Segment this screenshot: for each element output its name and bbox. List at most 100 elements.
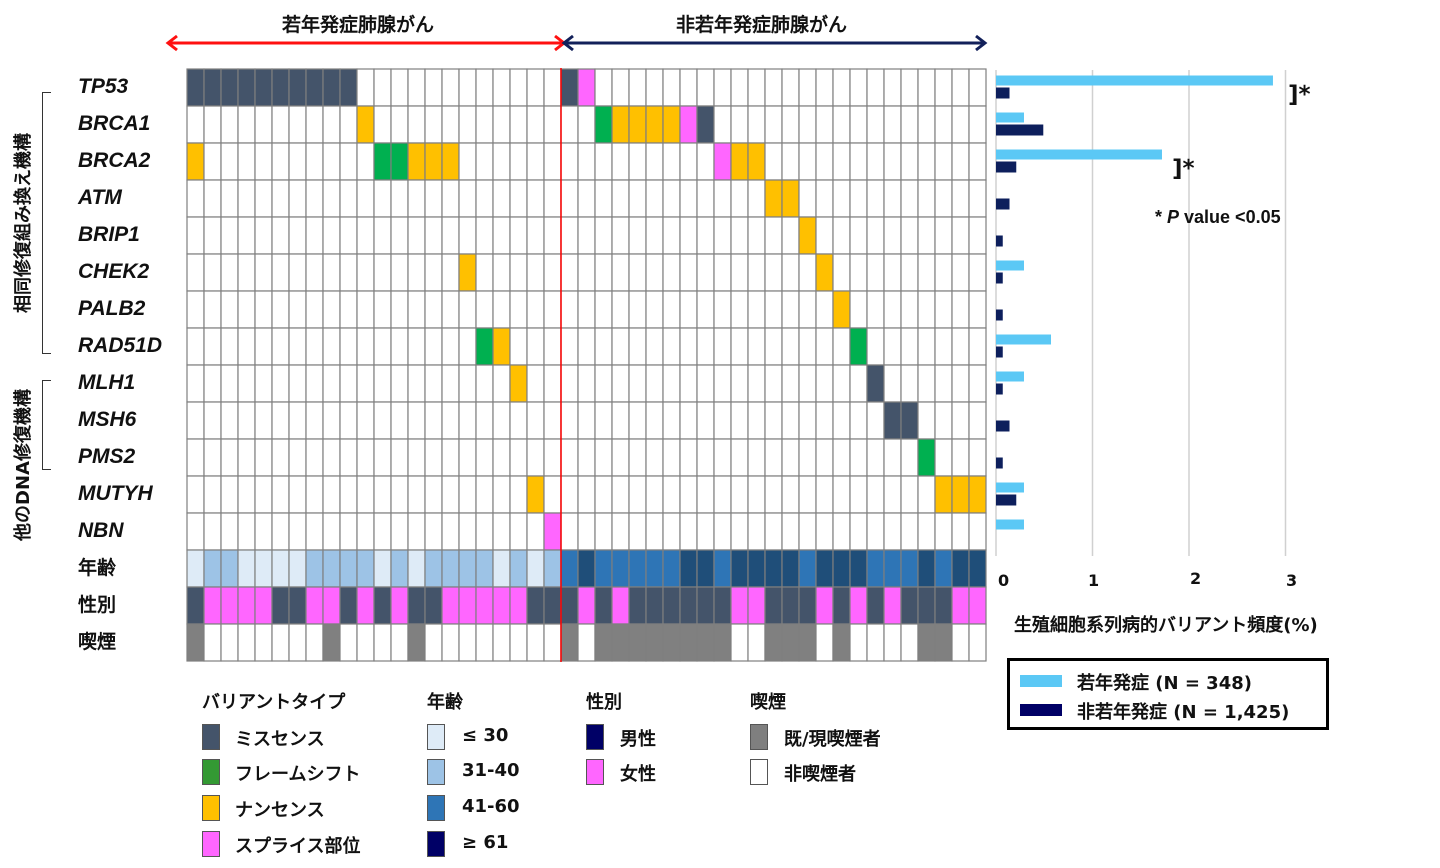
cell-brip1-27: [645, 216, 664, 255]
cell-msh6-24: [594, 401, 613, 440]
cell-brip1-15: [441, 216, 460, 255]
cell-brca2-24: [594, 142, 613, 181]
cell-年齢-24: [594, 549, 613, 588]
cell-rad51d-36: [798, 327, 817, 366]
cell-brca2-46: [968, 142, 987, 181]
cell-rad51d-43: [917, 327, 936, 366]
cell-性別-39: [849, 586, 868, 625]
cell-pms2-23: [577, 438, 596, 477]
cell-rad51d-27: [645, 327, 664, 366]
cell-brip1-24: [594, 216, 613, 255]
cell-brca1-42: [900, 105, 919, 144]
cell-brip1-28: [662, 216, 681, 255]
cell-tp53-31: [713, 68, 732, 107]
bar-old-ATM: [996, 198, 1010, 210]
cell-brip1-11: [373, 216, 392, 255]
cell-年齢-27: [645, 549, 664, 588]
cell-nbn-8: [322, 512, 341, 551]
cell-年齢-7: [305, 549, 324, 588]
cell-brca1-23: [577, 105, 596, 144]
cell-msh6-40: [866, 401, 885, 440]
cell-palb2-11: [373, 290, 392, 329]
cell-tp53-18: [492, 68, 511, 107]
cell-喫煙-40: [866, 623, 885, 662]
old-swatch: [1020, 704, 1062, 716]
cell-rad51d-0: [186, 327, 205, 366]
cell-palb2-23: [577, 290, 596, 329]
cell-tp53-13: [407, 68, 426, 107]
cell-chek2-45: [951, 253, 970, 292]
cell-atm-23: [577, 179, 596, 218]
cell-pms2-39: [849, 438, 868, 477]
cell-性別-38: [832, 586, 851, 625]
cell-palb2-38: [832, 290, 851, 329]
cell-atm-19: [509, 179, 528, 218]
cell-tp53-5: [271, 68, 290, 107]
cell-nbn-9: [339, 512, 358, 551]
cell-atm-22: [560, 179, 579, 218]
cell-喫煙-4: [254, 623, 273, 662]
x-axis-title: 生殖細胞系列病的バリアント頻度(%): [1014, 615, 1318, 636]
cell-msh6-6: [288, 401, 307, 440]
legend-label-variant-0: ミスセンス: [235, 729, 325, 750]
cell-nbn-46: [968, 512, 987, 551]
cell-nbn-34: [764, 512, 783, 551]
cell-brca1-27: [645, 105, 664, 144]
cell-mlh1-4: [254, 364, 273, 403]
cell-atm-26: [628, 179, 647, 218]
cell-性別-3: [237, 586, 256, 625]
cell-palb2-45: [951, 290, 970, 329]
cell-pms2-4: [254, 438, 273, 477]
cell-性別-27: [645, 586, 664, 625]
cell-msh6-9: [339, 401, 358, 440]
cell-atm-32: [730, 179, 749, 218]
cell-rad51d-44: [934, 327, 953, 366]
row-label-BRCA2: BRCA2: [78, 149, 151, 172]
cell-pms2-29: [679, 438, 698, 477]
cell-brip1-0: [186, 216, 205, 255]
cell-pms2-12: [390, 438, 409, 477]
cell-mlh1-35: [781, 364, 800, 403]
cell-atm-13: [407, 179, 426, 218]
cell-rad51d-26: [628, 327, 647, 366]
cell-chek2-42: [900, 253, 919, 292]
cell-mlh1-44: [934, 364, 953, 403]
bar-old-TP53: [996, 87, 1010, 99]
cell-rad51d-18: [492, 327, 511, 366]
cell-年齢-37: [815, 549, 834, 588]
cell-chek2-19: [509, 253, 528, 292]
cell-nbn-20: [526, 512, 545, 551]
cell-brip1-12: [390, 216, 409, 255]
cell-brca2-27: [645, 142, 664, 181]
cell-atm-34: [764, 179, 783, 218]
cell-tp53-29: [679, 68, 698, 107]
cell-喫煙-12: [390, 623, 409, 662]
cell-msh6-4: [254, 401, 273, 440]
cell-chek2-1: [203, 253, 222, 292]
bar-old-MUTYH: [996, 494, 1017, 506]
cell-rad51d-13: [407, 327, 426, 366]
legend-label-smoking-0: 既/現喫煙者: [784, 729, 881, 750]
cell-pms2-28: [662, 438, 681, 477]
legend-label-smoking-1: 非喫煙者: [784, 764, 856, 785]
cell-rad51d-16: [458, 327, 477, 366]
cell-tp53-38: [832, 68, 851, 107]
cell-mutyh-15: [441, 475, 460, 514]
cell-chek2-9: [339, 253, 358, 292]
young-legend-label: 若年発症 (N = 348): [1077, 673, 1252, 694]
cell-nbn-11: [373, 512, 392, 551]
cell-mutyh-16: [458, 475, 477, 514]
cell-mutyh-10: [356, 475, 375, 514]
cell-tp53-16: [458, 68, 477, 107]
cell-喫煙-37: [815, 623, 834, 662]
cell-喫煙-44: [934, 623, 953, 662]
cell-palb2-26: [628, 290, 647, 329]
row-label-年齢: 年齢: [78, 557, 117, 579]
cell-nbn-44: [934, 512, 953, 551]
cell-brip1-35: [781, 216, 800, 255]
cell-mutyh-6: [288, 475, 307, 514]
cell-年齢-1: [203, 549, 222, 588]
cell-rad51d-40: [866, 327, 885, 366]
cell-喫煙-15: [441, 623, 460, 662]
cell-性別-36: [798, 586, 817, 625]
